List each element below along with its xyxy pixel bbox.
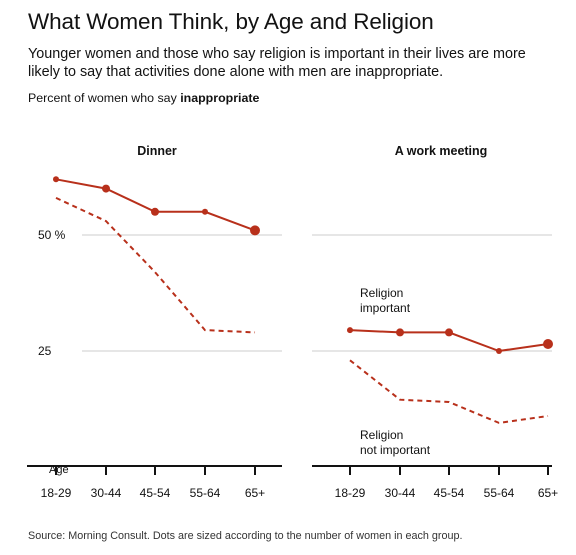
y-tick-label-25: 25	[38, 344, 52, 358]
work-meeting-series-label-important: Religion	[360, 286, 403, 300]
dinner-x-tick-label: 30-44	[91, 486, 122, 500]
source-note: Source: Morning Consult. Dots are sized …	[28, 530, 463, 542]
page-subtitle: Younger women and those who say religion…	[28, 46, 526, 80]
dinner-x-tick-label: 55-64	[190, 486, 221, 500]
unit-label-emphasis: inappropriate	[180, 91, 260, 105]
work-meeting-data-point-important-2	[445, 328, 453, 337]
work-meeting-data-point-important-3	[496, 348, 502, 354]
work-meeting-data-point-important-4	[543, 339, 553, 349]
work-meeting-series-line-religion-not-important	[349, 359, 549, 424]
dinner-series-line-religion-important	[55, 178, 256, 232]
unit-label: Percent of women who say inappropriate	[28, 91, 259, 105]
work-meeting-x-tick-label: 45-54	[434, 486, 465, 500]
work-meeting-series-label-not-important: Religion	[360, 428, 403, 442]
work-meeting-data-point-important-1	[396, 328, 404, 337]
work-meeting-data-point-important-0	[347, 327, 353, 334]
dinner-x-tick-label: 45-54	[140, 486, 171, 500]
dinner-data-point-important-4	[250, 225, 260, 236]
work-meeting-x-tick-label: 65+	[538, 486, 558, 500]
work-meeting-x-tick-label: 18-29	[335, 486, 366, 500]
work-meeting-x-tick-label: 30-44	[385, 486, 416, 500]
page-title: What Women Think, by Age and Religion	[28, 9, 434, 34]
dinner-x-tick-label: 65+	[245, 486, 265, 500]
work-meeting-series-label-not-important: not important	[360, 443, 431, 457]
work-meeting-x-tick-label: 55-64	[484, 486, 515, 500]
dinner-x-tick-label: 18-29	[41, 486, 72, 500]
dinner-data-point-important-1	[102, 184, 110, 193]
dinner-series-line-religion-not-important	[55, 196, 256, 334]
dinner-panel-title: Dinner	[137, 144, 177, 158]
unit-label-prefix: Percent of women who say	[28, 91, 181, 105]
x-axis-title-age: Age	[49, 464, 69, 476]
work-meeting-series-label-important: important	[360, 301, 411, 315]
dinner-data-point-important-3	[202, 208, 208, 215]
y-tick-label-50: 50 %	[38, 228, 66, 242]
dinner-data-point-important-2	[151, 207, 159, 216]
dinner-data-point-important-0	[53, 176, 59, 183]
work-meeting-panel-title: A work meeting	[395, 144, 488, 158]
